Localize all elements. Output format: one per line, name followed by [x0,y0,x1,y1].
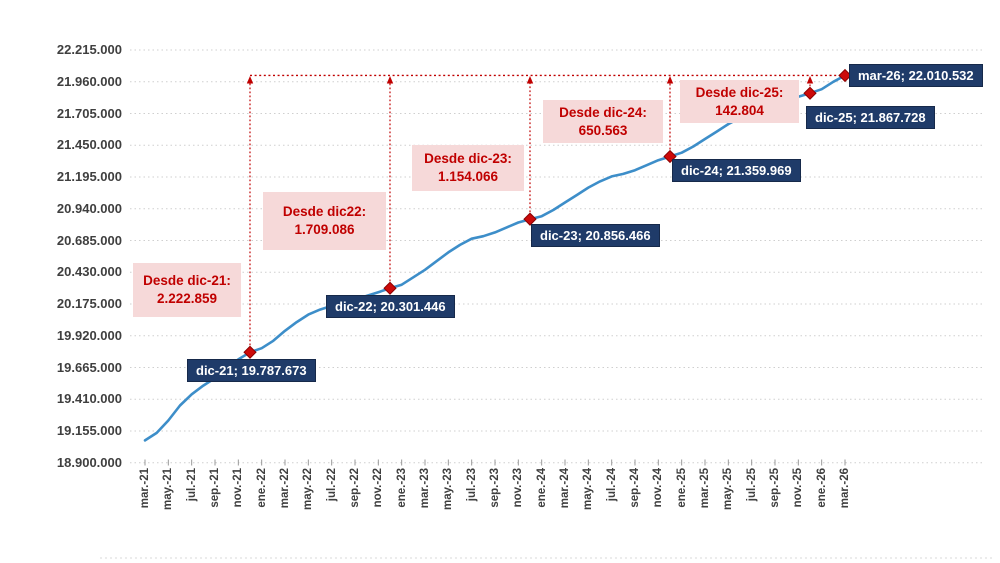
point-label-dic-21: dic-21; 19.787.673 [187,359,316,382]
data-point-diamond-icon [803,86,817,100]
y-axis-label: 20.685.000 [56,232,122,248]
annotation-value: 1.709.086 [294,222,355,237]
annotation-desde-dic-24: Desde dic-24: 650.563 [543,100,663,143]
y-axis-label: 22.215.000 [56,42,122,57]
x-axis-label: jul.-25 [745,468,758,502]
y-axis-label: 21.195.000 [56,169,122,184]
x-axis-label: mar.-25 [699,468,711,509]
annotation-value: 2.222.859 [156,291,218,306]
data-point-diamond-icon [383,281,397,295]
point-label-mar-26: mar-26; 22.010.532 [849,64,983,87]
data-line [143,74,847,442]
x-axis-label: jul.-22 [325,468,338,502]
annotation-desde-dic-23: Desde dic-23: 1.154.066 [412,145,524,191]
x-axis-label: jul.-23 [465,468,478,502]
x-axis-label: jul.-21 [185,468,198,502]
x-tick-marks [144,459,846,466]
x-axis-label: mar.-21 [139,468,151,509]
x-axis-label: ene.-26 [815,468,828,508]
x-axis-label: mar.-22 [279,468,291,509]
annotation-value: 142.804 [715,102,764,118]
annotation-title: Desde dic-21: [143,273,231,288]
y-axis-label: 18.900.000 [56,454,122,470]
y-axis-label: 21.450.000 [56,137,122,153]
red-connector-lines [246,74,841,346]
x-axis-label: ene.-22 [255,468,268,508]
data-point-diamond-icon [243,345,257,359]
x-axis-label: nov.-23 [512,468,525,508]
x-axis-label: sep.-23 [489,468,501,508]
x-axis-label: nov.-22 [372,468,385,508]
x-axis-label: ene.-25 [675,468,688,508]
y-axis-label: 19.155.000 [56,423,122,439]
y-axis-label: 20.430.000 [56,264,122,280]
x-axis-label: may.-25 [722,468,735,510]
x-axis-label: sep.-25 [769,468,781,508]
annotation-title: Desde dic-25: [695,84,784,100]
x-axis-label: may.-21 [162,468,175,510]
x-axis-label: sep.-24 [629,468,641,508]
x-axis-label: sep.-22 [349,468,361,508]
annotation-title: Desde dic-24: [559,104,647,120]
x-axis-label: ene.-24 [535,468,548,508]
annotation-desde-dic-21: Desde dic-21: 2.222.859 [133,263,241,317]
point-label-dic-23: dic-23; 20.856.466 [531,224,660,247]
y-axis-label: 19.410.000 [56,391,122,407]
y-axis-label: 21.960.000 [56,73,122,89]
annotation-title: Desde dic-23: [424,151,512,166]
annotation-title: Desde dic22: [282,204,367,219]
point-label-dic-25: dic-25; 21.867.728 [806,106,935,129]
x-axis-label: mar.-24 [559,468,571,509]
point-label-dic-24: dic-24; 21.359.969 [672,159,801,182]
x-axis-label: jul.-24 [605,468,618,502]
annotation-desde-dic-25: Desde dic-25: 142.804 [680,80,799,123]
data-point-diamond-icon [838,68,852,83]
x-axis-label: may.-23 [442,468,455,510]
arrowhead-up-icon [806,75,814,84]
arrowhead-up-icon [526,75,534,84]
data-point-diamond-icon [523,212,537,226]
x-axis-label: nov.-25 [792,468,805,508]
x-axis-label: may.-22 [302,468,315,510]
arrowhead-up-icon [666,75,674,84]
y-axis-label: 21.705.000 [56,105,122,121]
x-axis-label: may.-24 [582,468,595,510]
x-axis-label: ene.-23 [395,468,408,508]
annotation-desde-dic-22: Desde dic22: 1.709.086 [263,192,386,250]
arrowhead-up-icon [246,75,254,84]
x-axis-label: mar.-23 [419,468,431,509]
point-label-dic-22: dic-22; 20.301.446 [326,295,455,318]
arrowhead-up-icon [386,75,394,84]
annotation-value: 650.563 [578,122,628,138]
y-axis-label: 19.920.000 [56,327,122,343]
x-axis-label: nov.-21 [232,468,245,508]
annotation-value: 1.154.066 [437,169,499,184]
y-axis-label: 19.665.000 [56,359,122,375]
x-axis-label: sep.-21 [209,468,221,508]
x-axis-label: nov.-24 [652,468,665,508]
y-axis-label: 20.940.000 [56,200,122,216]
x-axis-label: mar.-26 [839,468,851,509]
y-axis-label: 20.175.000 [56,296,122,312]
